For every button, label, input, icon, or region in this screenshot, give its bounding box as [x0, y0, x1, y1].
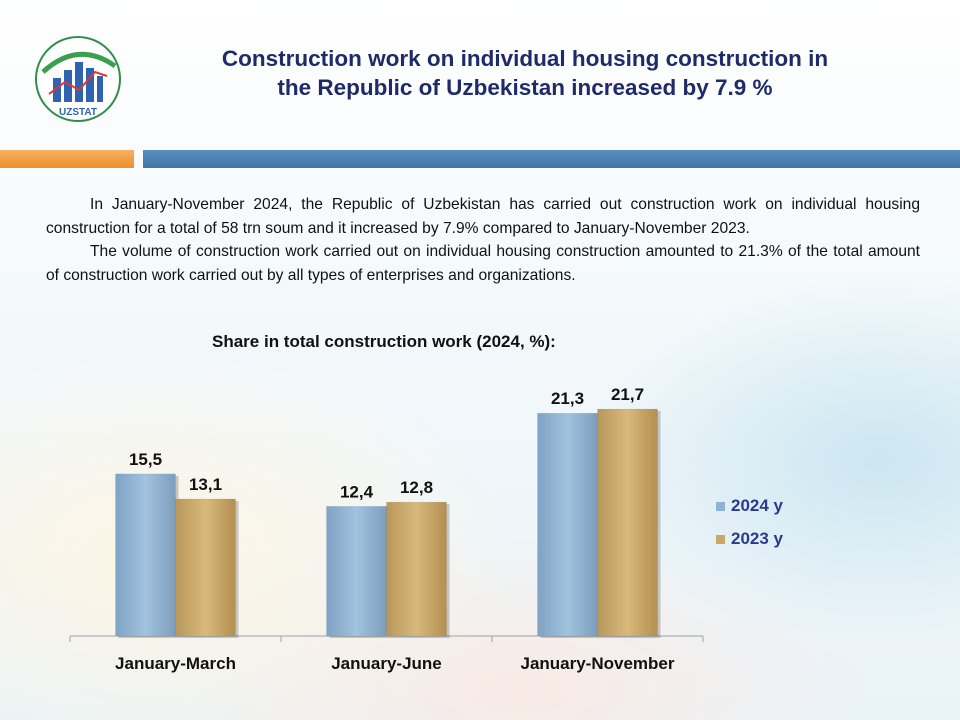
legend-swatch-2024	[716, 501, 725, 511]
uzstat-logo: UZSTAT	[35, 36, 121, 122]
paragraph-1: In January-November 2024, the Republic o…	[46, 196, 920, 237]
orange-accent-bar	[0, 150, 134, 168]
bar-2024-y-january-march	[115, 473, 176, 637]
title-line-2: the Republic of Uzbekistan increased by …	[277, 75, 773, 100]
legend-item-2023: 2023 y	[716, 528, 783, 550]
x-tick-label-january-november: January-November	[520, 654, 674, 673]
legend-label-2024: 2024 y	[731, 496, 783, 515]
paragraph-2: The volume of construction work carried …	[46, 243, 920, 284]
legend-label-2023: 2023 y	[731, 529, 783, 548]
page-title: Construction work on individual housing …	[140, 44, 910, 102]
data-label-2024-y-january-june: 12,4	[340, 482, 374, 501]
chart-title: Share in total construction work (2024, …	[212, 332, 556, 351]
logo-text: UZSTAT	[59, 107, 97, 118]
data-label-2023-y-january-march: 13,1	[189, 475, 222, 494]
legend-swatch-2023	[716, 534, 725, 544]
data-label-2023-y-january-november: 21,7	[611, 385, 644, 404]
data-label-2023-y-january-june: 12,8	[400, 478, 433, 497]
legend: 2024 y 2023 y	[716, 495, 783, 561]
bar-2023-y-january-june	[386, 501, 447, 637]
data-label-2024-y-january-november: 21,3	[551, 389, 584, 408]
x-tick-label-january-march: January-March	[115, 654, 236, 673]
blue-accent-bar	[143, 150, 960, 168]
bar-2023-y-january-march	[175, 498, 236, 637]
bar-2024-y-january-november	[537, 412, 598, 637]
data-label-2024-y-january-march: 15,5	[129, 450, 162, 469]
legend-item-2024: 2024 y	[716, 495, 783, 517]
title-line-1: Construction work on individual housing …	[221, 46, 829, 71]
body-text: In January-November 2024, the Republic o…	[46, 193, 920, 287]
bar-2023-y-january-november	[597, 408, 658, 637]
x-tick-label-january-june: January-June	[331, 654, 442, 673]
bar-2024-y-january-june	[326, 506, 387, 637]
